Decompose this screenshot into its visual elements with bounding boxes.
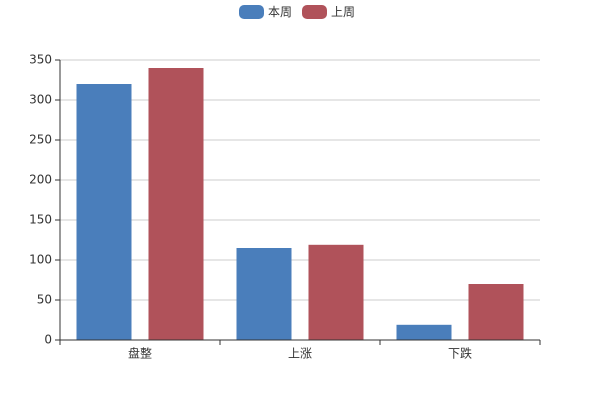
bar [76, 84, 132, 340]
bar [468, 284, 524, 340]
y-tick-label: 350 [29, 53, 52, 67]
legend-swatch [302, 5, 327, 19]
y-tick-label: 150 [29, 213, 52, 227]
x-tick-label: 下跌 [448, 346, 472, 361]
y-tick-label: 300 [29, 93, 52, 107]
x-tick-label: 盘整 [128, 346, 152, 361]
y-tick-label: 100 [29, 253, 52, 267]
bar [148, 68, 204, 340]
bar [396, 324, 452, 340]
bar [308, 244, 364, 340]
legend-swatch [239, 5, 264, 19]
y-tick-label: 250 [29, 133, 52, 147]
legend-label: 本周 [268, 5, 292, 19]
bar [236, 248, 292, 340]
legend-label: 上周 [331, 5, 355, 19]
x-tick-label: 上涨 [288, 346, 312, 361]
y-tick-label: 0 [44, 333, 52, 347]
y-tick-label: 50 [37, 293, 52, 307]
y-tick-label: 200 [29, 173, 52, 187]
